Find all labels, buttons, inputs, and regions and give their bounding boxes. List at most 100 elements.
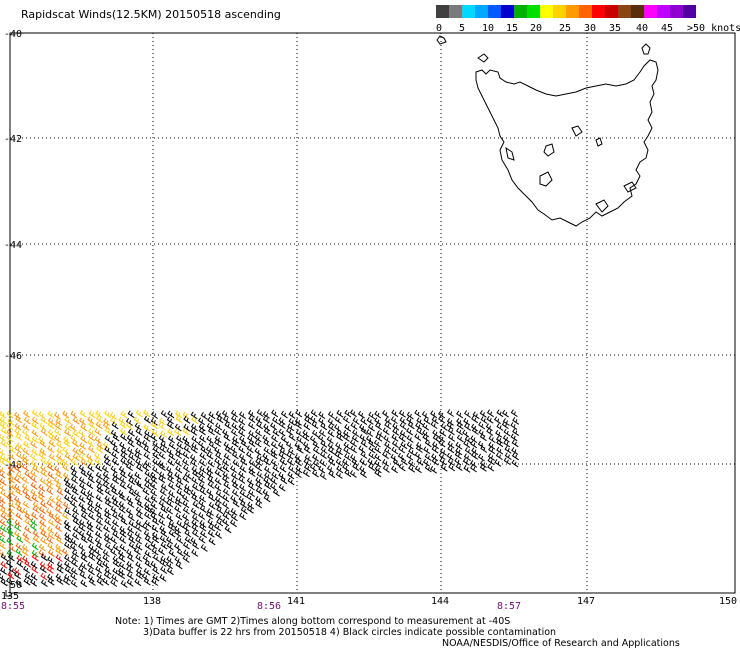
wind-barb	[191, 494, 199, 502]
wind-barb	[423, 416, 431, 425]
wind-barb	[46, 536, 54, 544]
wind-barb	[158, 422, 166, 430]
wind-barb	[158, 435, 166, 443]
lake	[595, 137, 603, 147]
wind-barb	[342, 434, 350, 442]
wind-barb	[6, 428, 14, 437]
wind-barb	[222, 501, 230, 509]
wind-barb	[134, 471, 142, 480]
wind-barb	[270, 477, 278, 485]
wind-barb	[80, 535, 88, 544]
wind-barb	[446, 421, 454, 430]
wind-barb	[64, 481, 72, 489]
wind-barb	[110, 412, 117, 420]
legend-swatch	[475, 5, 488, 18]
wind-barb	[175, 465, 183, 474]
lon-label: 147	[577, 596, 595, 607]
wind-barb	[231, 415, 238, 424]
wind-barb	[136, 567, 143, 576]
wind-barb	[439, 448, 447, 456]
wind-barb	[463, 417, 471, 426]
wind-barb	[190, 423, 198, 432]
wind-barb	[119, 529, 127, 538]
wind-barb	[262, 489, 270, 497]
wind-barb	[7, 571, 15, 580]
flinders-island	[641, 43, 651, 55]
wind-barb	[144, 429, 152, 438]
wind-barb	[8, 544, 16, 552]
wind-barb	[214, 439, 221, 447]
wind-barb	[48, 453, 56, 461]
note-line-1: Note: 1) Times are GMT 2)Times along bot…	[115, 616, 511, 627]
wind-barb	[456, 427, 463, 436]
wind-barb	[64, 416, 72, 425]
wind-barb	[335, 442, 343, 450]
wind-barb	[6, 577, 13, 586]
wind-barb	[13, 567, 21, 576]
wind-barb	[127, 428, 135, 437]
wind-barb	[88, 428, 96, 436]
wind-barb	[6, 512, 14, 521]
wind-barb	[22, 544, 29, 552]
wind-barb	[39, 477, 47, 485]
wind-barb	[112, 559, 120, 568]
wind-barb	[182, 513, 189, 522]
wind-barb	[494, 416, 501, 425]
wind-barb	[231, 422, 239, 431]
wind-barb	[278, 421, 286, 429]
wind-barb	[0, 489, 8, 498]
wind-barb	[199, 505, 207, 514]
wind-barb	[37, 489, 45, 498]
wind-barb	[286, 458, 294, 466]
wind-barb	[230, 409, 238, 418]
wind-barb	[94, 452, 102, 460]
wind-barb	[135, 561, 143, 570]
wind-barb	[182, 555, 190, 563]
wind-barb	[102, 549, 110, 557]
wind-barb	[456, 421, 464, 430]
wind-barb	[136, 440, 144, 448]
wind-barb	[119, 481, 127, 490]
wind-barb	[87, 457, 94, 466]
wind-barb	[134, 531, 142, 539]
wind-barb	[248, 439, 256, 448]
wind-barb	[14, 445, 22, 453]
wind-barb	[470, 440, 478, 449]
wind-barb	[31, 409, 39, 418]
wind-barb	[46, 459, 54, 467]
wind-barb	[160, 410, 168, 418]
wind-barb	[176, 477, 184, 486]
wind-barb	[39, 447, 47, 456]
wind-barb	[38, 484, 46, 492]
wind-barb	[248, 415, 256, 424]
wind-barb	[48, 518, 55, 527]
wind-barb	[70, 494, 78, 503]
wind-barb	[487, 453, 495, 461]
wind-barb	[72, 532, 80, 540]
wind-barb	[55, 495, 63, 504]
wind-barb	[256, 471, 264, 479]
wind-barb	[336, 433, 344, 442]
wind-barb	[240, 439, 248, 448]
wind-barb	[70, 579, 78, 588]
wind-barb	[456, 418, 464, 426]
wind-barb	[80, 458, 88, 467]
wind-barb	[0, 567, 7, 575]
lat-label: -44	[4, 240, 22, 251]
wind-barb	[6, 525, 14, 534]
wind-barb	[158, 475, 166, 484]
wind-barb	[414, 451, 422, 460]
wind-barb	[230, 445, 238, 454]
bay	[505, 146, 515, 161]
wind-barb	[334, 424, 342, 432]
wind-barb	[198, 481, 206, 490]
wind-barb	[205, 446, 213, 454]
wind-barb	[272, 464, 280, 473]
wind-barb	[294, 418, 302, 426]
wind-barb	[182, 541, 190, 550]
wind-barb	[446, 452, 454, 461]
wind-barb	[495, 452, 503, 461]
lat-label: -48	[4, 460, 22, 471]
wind-barb	[206, 423, 214, 431]
wind-barb	[176, 435, 183, 444]
